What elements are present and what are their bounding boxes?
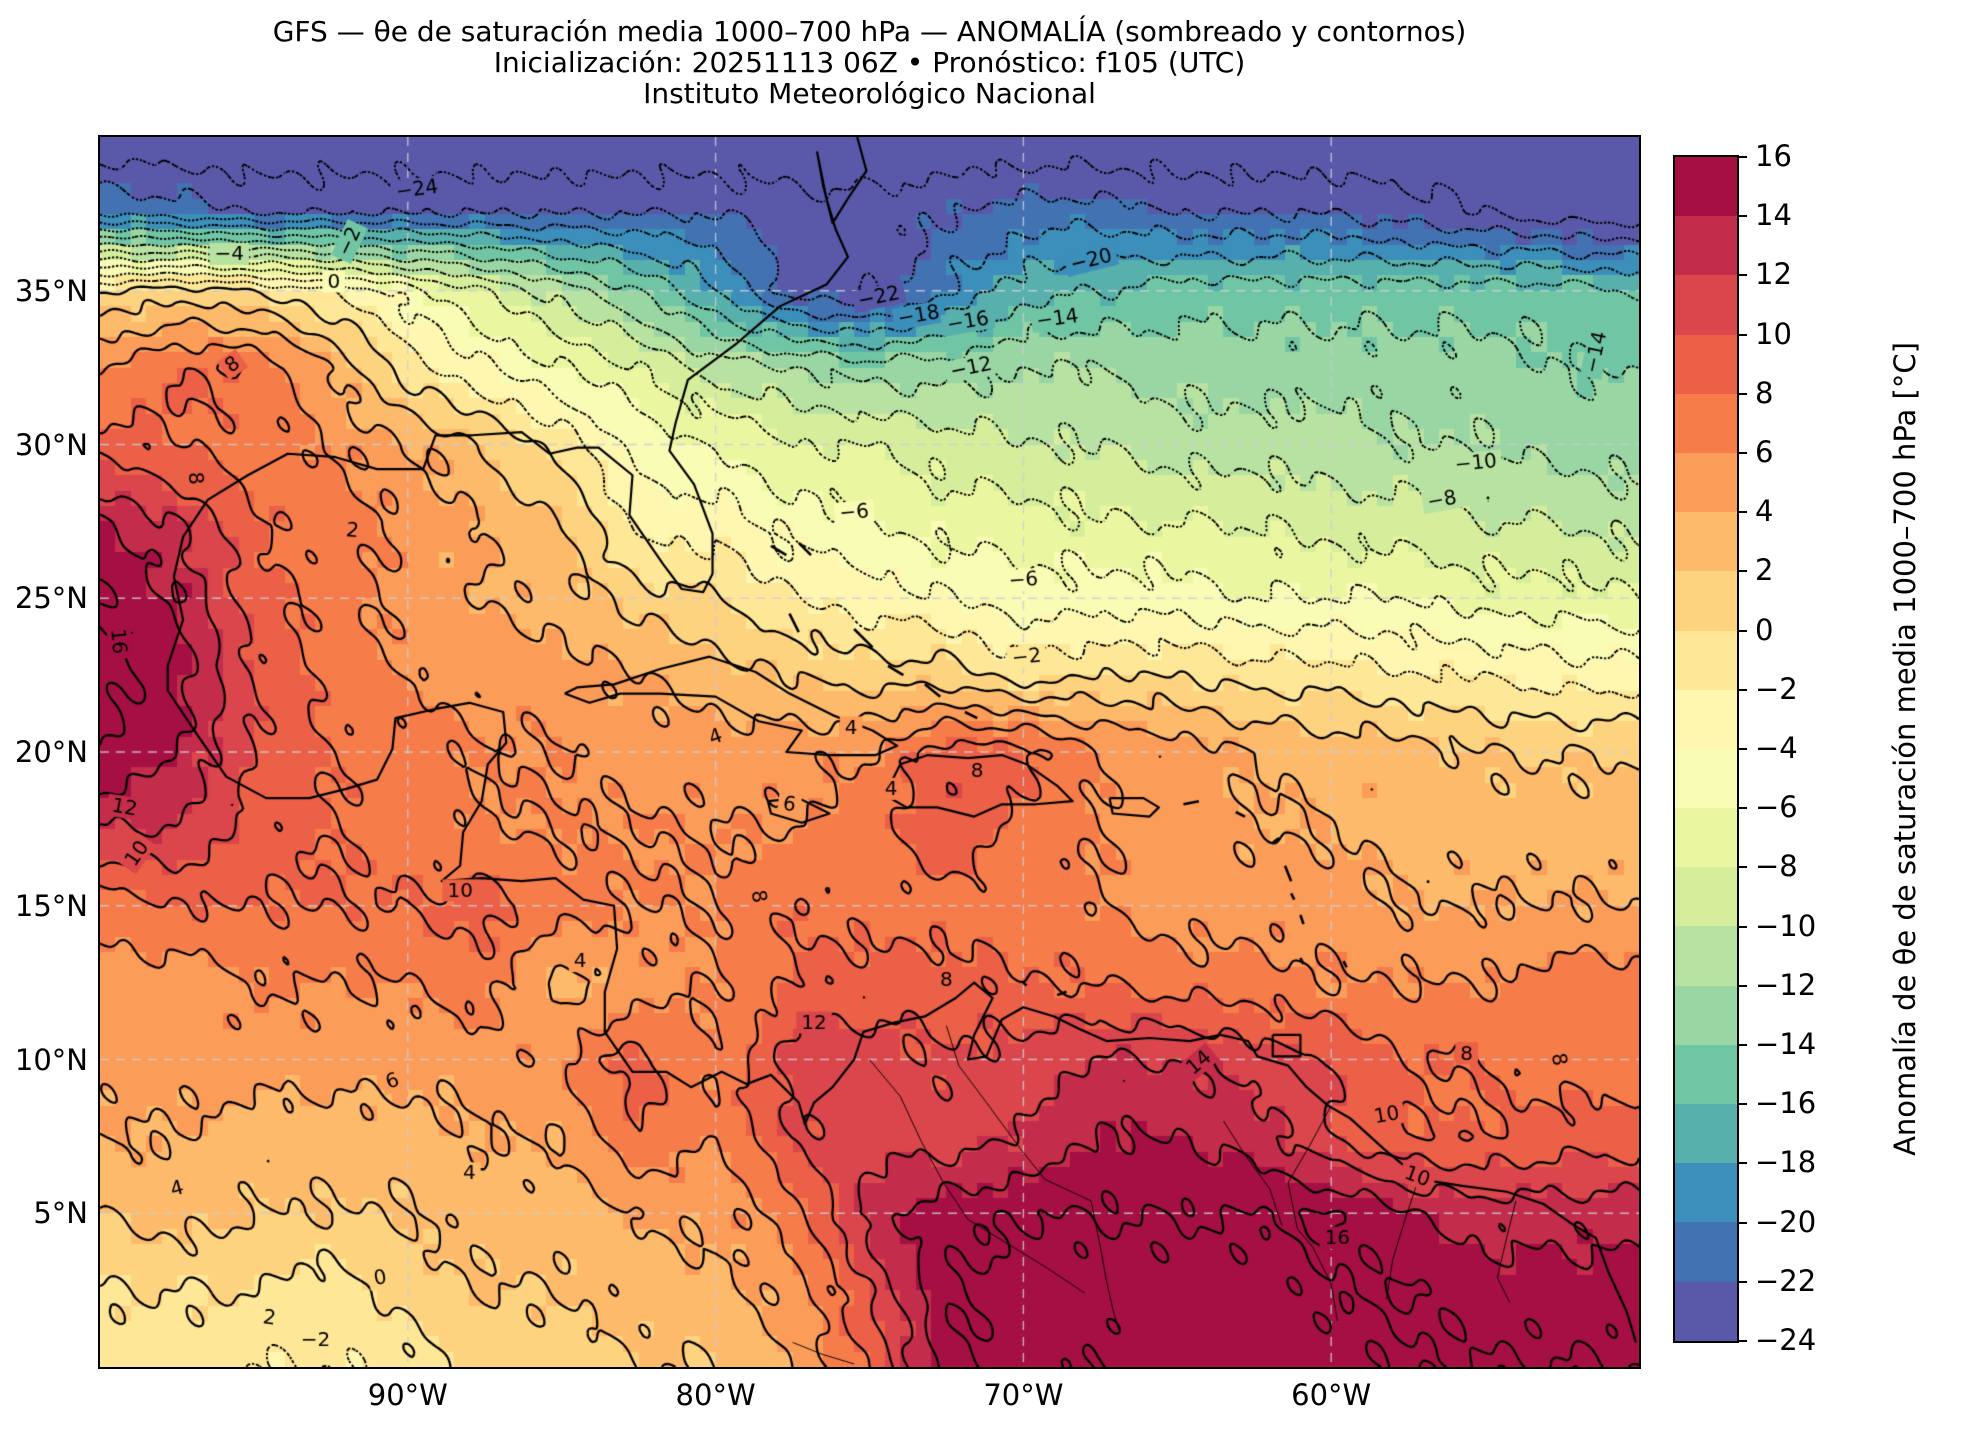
- colorbar-tick: [1737, 570, 1747, 573]
- colorbar-tick-label: 2: [1755, 553, 1774, 588]
- x-tick-label-80W: 80°W: [675, 1378, 756, 1412]
- colorbar-tick-label: 4: [1755, 494, 1774, 529]
- colorbar-segment: [1675, 1104, 1737, 1164]
- colorbar-segment: [1675, 452, 1737, 513]
- colorbar-tick: [1737, 511, 1747, 514]
- colorbar-tick: [1737, 392, 1747, 395]
- colorbar-tick: [1737, 629, 1747, 632]
- y-tick-label-20N: 20°N: [14, 735, 88, 769]
- colorbar-tick: [1737, 748, 1747, 750]
- colorbar-segment: [1675, 808, 1737, 868]
- colorbar-segment: [1675, 275, 1737, 335]
- colorbar-segment: [1675, 926, 1737, 986]
- colorbar-tick: [1737, 1340, 1747, 1342]
- colorbar-tick-label: −4: [1755, 731, 1798, 765]
- colorbar-tick-label: −14: [1755, 1027, 1817, 1061]
- colorbar-tick: [1737, 1044, 1747, 1046]
- colorbar-tick-label: −6: [1755, 790, 1798, 825]
- colorbar: [1675, 157, 1737, 1341]
- colorbar-segment: [1675, 630, 1737, 690]
- colorbar-tick-label: −2: [1755, 671, 1798, 706]
- colorbar-tick-label: −10: [1755, 908, 1817, 943]
- colorbar-tick: [1737, 1162, 1747, 1165]
- colorbar-tick: [1737, 1280, 1747, 1283]
- colorbar-segment: [1675, 1044, 1737, 1104]
- colorbar-tick: [1737, 156, 1747, 158]
- colorbar-tick: [1737, 984, 1747, 987]
- colorbar-tick-label: −8: [1755, 849, 1798, 884]
- colorbar-segment: [1675, 512, 1737, 572]
- colorbar-segment: [1675, 157, 1737, 217]
- colorbar-segment: [1675, 216, 1737, 276]
- colorbar-segment: [1675, 393, 1737, 453]
- colorbar-segment: [1675, 334, 1737, 394]
- colorbar-tick-label: 8: [1755, 375, 1774, 410]
- y-tick-label-30N: 30°N: [14, 427, 88, 462]
- colorbar-tick-label: 0: [1755, 612, 1774, 647]
- colorbar-segment: [1675, 1281, 1737, 1341]
- figure-titles: GFS — θe de saturación media 1000–700 hP…: [100, 16, 1639, 109]
- y-tick-label-10N: 10°N: [14, 1042, 88, 1077]
- colorbar-tick-label: −12: [1755, 967, 1817, 1002]
- colorbar-tick: [1737, 215, 1747, 218]
- colorbar-tick-label: −24: [1755, 1323, 1817, 1357]
- colorbar-tick: [1737, 688, 1747, 691]
- colorbar-segment: [1675, 1222, 1737, 1282]
- colorbar-label: Anomalía de θe de saturación media 1000–…: [1888, 342, 1922, 1156]
- colorbar-tick: [1737, 333, 1747, 336]
- title-line-1: GFS — θe de saturación media 1000–700 hP…: [272, 15, 1467, 48]
- colorbar-segment: [1675, 867, 1737, 927]
- colorbar-tick: [1737, 452, 1747, 454]
- y-tick-label-25N: 25°N: [14, 581, 88, 616]
- x-tick-label-70W: 70°W: [983, 1378, 1064, 1412]
- colorbar-tick-label: 12: [1755, 257, 1792, 292]
- colorbar-tick-label: −18: [1755, 1145, 1817, 1180]
- title-line-2: Inicialización: 20251113 06Z • Pronóstic…: [493, 46, 1246, 79]
- colorbar-segment: [1675, 748, 1737, 809]
- colorbar-tick-label: 6: [1755, 435, 1774, 469]
- colorbar-tick-label: −22: [1755, 1263, 1817, 1298]
- x-tick-label-60W: 60°W: [1291, 1378, 1372, 1412]
- colorbar-tick-label: 16: [1755, 139, 1792, 173]
- colorbar-segment: [1675, 689, 1737, 749]
- colorbar-tick-label: −16: [1755, 1086, 1817, 1121]
- colorbar-segment: [1675, 985, 1737, 1045]
- colorbar-tick: [1737, 274, 1747, 277]
- colorbar-tick: [1737, 1103, 1747, 1106]
- colorbar-segment: [1675, 571, 1737, 631]
- y-tick-label-35N: 35°N: [14, 273, 88, 308]
- map-canvas: [100, 137, 1639, 1367]
- colorbar-tick-label: 14: [1755, 198, 1792, 233]
- title-line-3: Instituto Meteorológico Nacional: [643, 77, 1096, 110]
- colorbar-tick: [1737, 866, 1747, 869]
- colorbar-tick: [1737, 925, 1747, 928]
- colorbar-tick-label: 10: [1755, 316, 1792, 351]
- y-tick-label-5N: 5°N: [33, 1196, 88, 1231]
- x-tick-label-90W: 90°W: [367, 1378, 448, 1412]
- colorbar-tick: [1737, 807, 1747, 810]
- colorbar-tick-label: −20: [1755, 1204, 1817, 1239]
- y-tick-label-15N: 15°N: [14, 888, 88, 923]
- colorbar-tick: [1737, 1221, 1747, 1224]
- colorbar-segment: [1675, 1163, 1737, 1223]
